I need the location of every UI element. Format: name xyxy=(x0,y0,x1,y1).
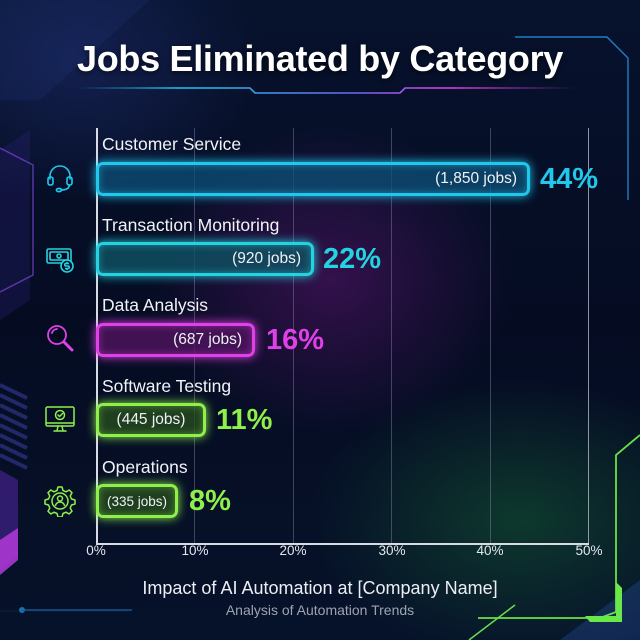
gear-user-icon xyxy=(44,486,76,517)
bar-customer-service: (1,850 jobs) xyxy=(96,162,530,196)
percent-label: 8% xyxy=(189,485,231,517)
category-label: Operations xyxy=(102,457,188,477)
x-tick: 0% xyxy=(86,543,106,558)
percent-label: 11% xyxy=(216,404,273,436)
bar-value-label: (920 jobs) xyxy=(232,250,301,267)
gridline-50 xyxy=(588,128,589,544)
bar-value-label: (1,850 jobs) xyxy=(435,170,517,187)
gridline-30 xyxy=(391,128,392,544)
bar-value-label: (687 jobs) xyxy=(173,331,242,348)
bar-data-analysis: (687 jobs) xyxy=(96,323,255,357)
percent-label: 22% xyxy=(323,243,382,275)
gridline-20 xyxy=(293,128,294,544)
category-label: Data Analysis xyxy=(102,295,209,315)
bar-value-label: (445 jobs) xyxy=(116,411,186,428)
bar-software-testing: (445 jobs) xyxy=(96,403,206,437)
bar-operations: (335 jobs) xyxy=(96,484,178,518)
bar-transaction-monitoring: (920 jobs) xyxy=(96,242,314,276)
x-tick: 30% xyxy=(378,543,406,558)
money-bill-icon xyxy=(46,248,74,273)
category-label: Transaction Monitoring xyxy=(102,215,280,235)
chart-subcaption: Analysis of Automation Trends xyxy=(225,602,415,618)
monitor-check-icon xyxy=(45,406,75,432)
headset-icon xyxy=(47,165,73,193)
x-tick: 50% xyxy=(575,543,603,558)
chart-caption: Impact of AI Automation at [Company Name… xyxy=(142,578,498,598)
magnifying-glass-icon xyxy=(47,325,74,352)
gridline-40 xyxy=(490,128,491,544)
x-tick: 10% xyxy=(181,543,209,558)
x-axis xyxy=(96,543,589,545)
bar-value-label: (335 jobs) xyxy=(106,493,168,509)
chart-title: Jobs Eliminated by Category xyxy=(76,38,564,79)
category-label: Customer Service xyxy=(102,134,242,154)
percent-label: 44% xyxy=(540,163,599,195)
x-tick: 20% xyxy=(279,543,307,558)
percent-label: 16% xyxy=(266,324,325,356)
category-label: Software Testing xyxy=(102,376,232,396)
x-tick: 40% xyxy=(476,543,504,558)
